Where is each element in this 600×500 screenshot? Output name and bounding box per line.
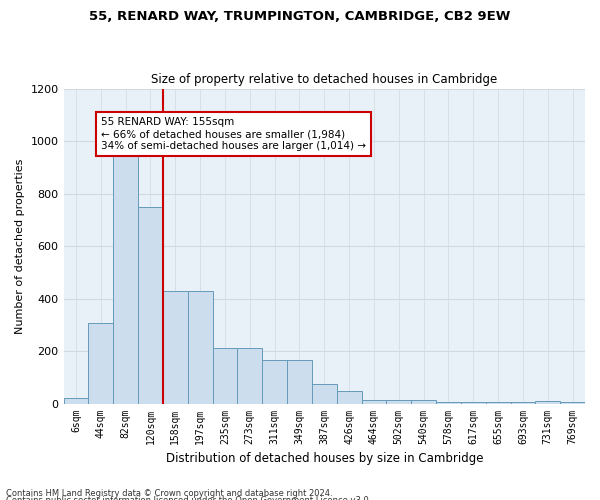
Bar <box>262 360 287 404</box>
Bar <box>511 402 535 404</box>
Bar <box>386 400 411 404</box>
Bar <box>436 402 461 404</box>
Bar <box>212 348 238 404</box>
Bar <box>238 348 262 404</box>
Title: Size of property relative to detached houses in Cambridge: Size of property relative to detached ho… <box>151 73 497 86</box>
Bar <box>337 391 362 404</box>
Bar <box>461 402 485 404</box>
Bar <box>411 400 436 404</box>
Bar <box>188 290 212 404</box>
Bar <box>560 402 585 404</box>
Y-axis label: Number of detached properties: Number of detached properties <box>15 158 25 334</box>
Text: Contains HM Land Registry data © Crown copyright and database right 2024.: Contains HM Land Registry data © Crown c… <box>6 488 332 498</box>
Bar <box>535 401 560 404</box>
Text: 55, RENARD WAY, TRUMPINGTON, CAMBRIDGE, CB2 9EW: 55, RENARD WAY, TRUMPINGTON, CAMBRIDGE, … <box>89 10 511 23</box>
X-axis label: Distribution of detached houses by size in Cambridge: Distribution of detached houses by size … <box>166 452 483 465</box>
Text: 55 RENARD WAY: 155sqm
← 66% of detached houses are smaller (1,984)
34% of semi-d: 55 RENARD WAY: 155sqm ← 66% of detached … <box>101 118 366 150</box>
Bar <box>362 400 386 404</box>
Bar <box>138 207 163 404</box>
Bar <box>287 360 312 404</box>
Bar <box>113 150 138 404</box>
Text: Contains public sector information licensed under the Open Government Licence v3: Contains public sector information licen… <box>6 496 371 500</box>
Bar <box>485 402 511 404</box>
Bar <box>64 398 88 404</box>
Bar <box>163 290 188 404</box>
Bar <box>88 322 113 404</box>
Bar <box>312 384 337 404</box>
